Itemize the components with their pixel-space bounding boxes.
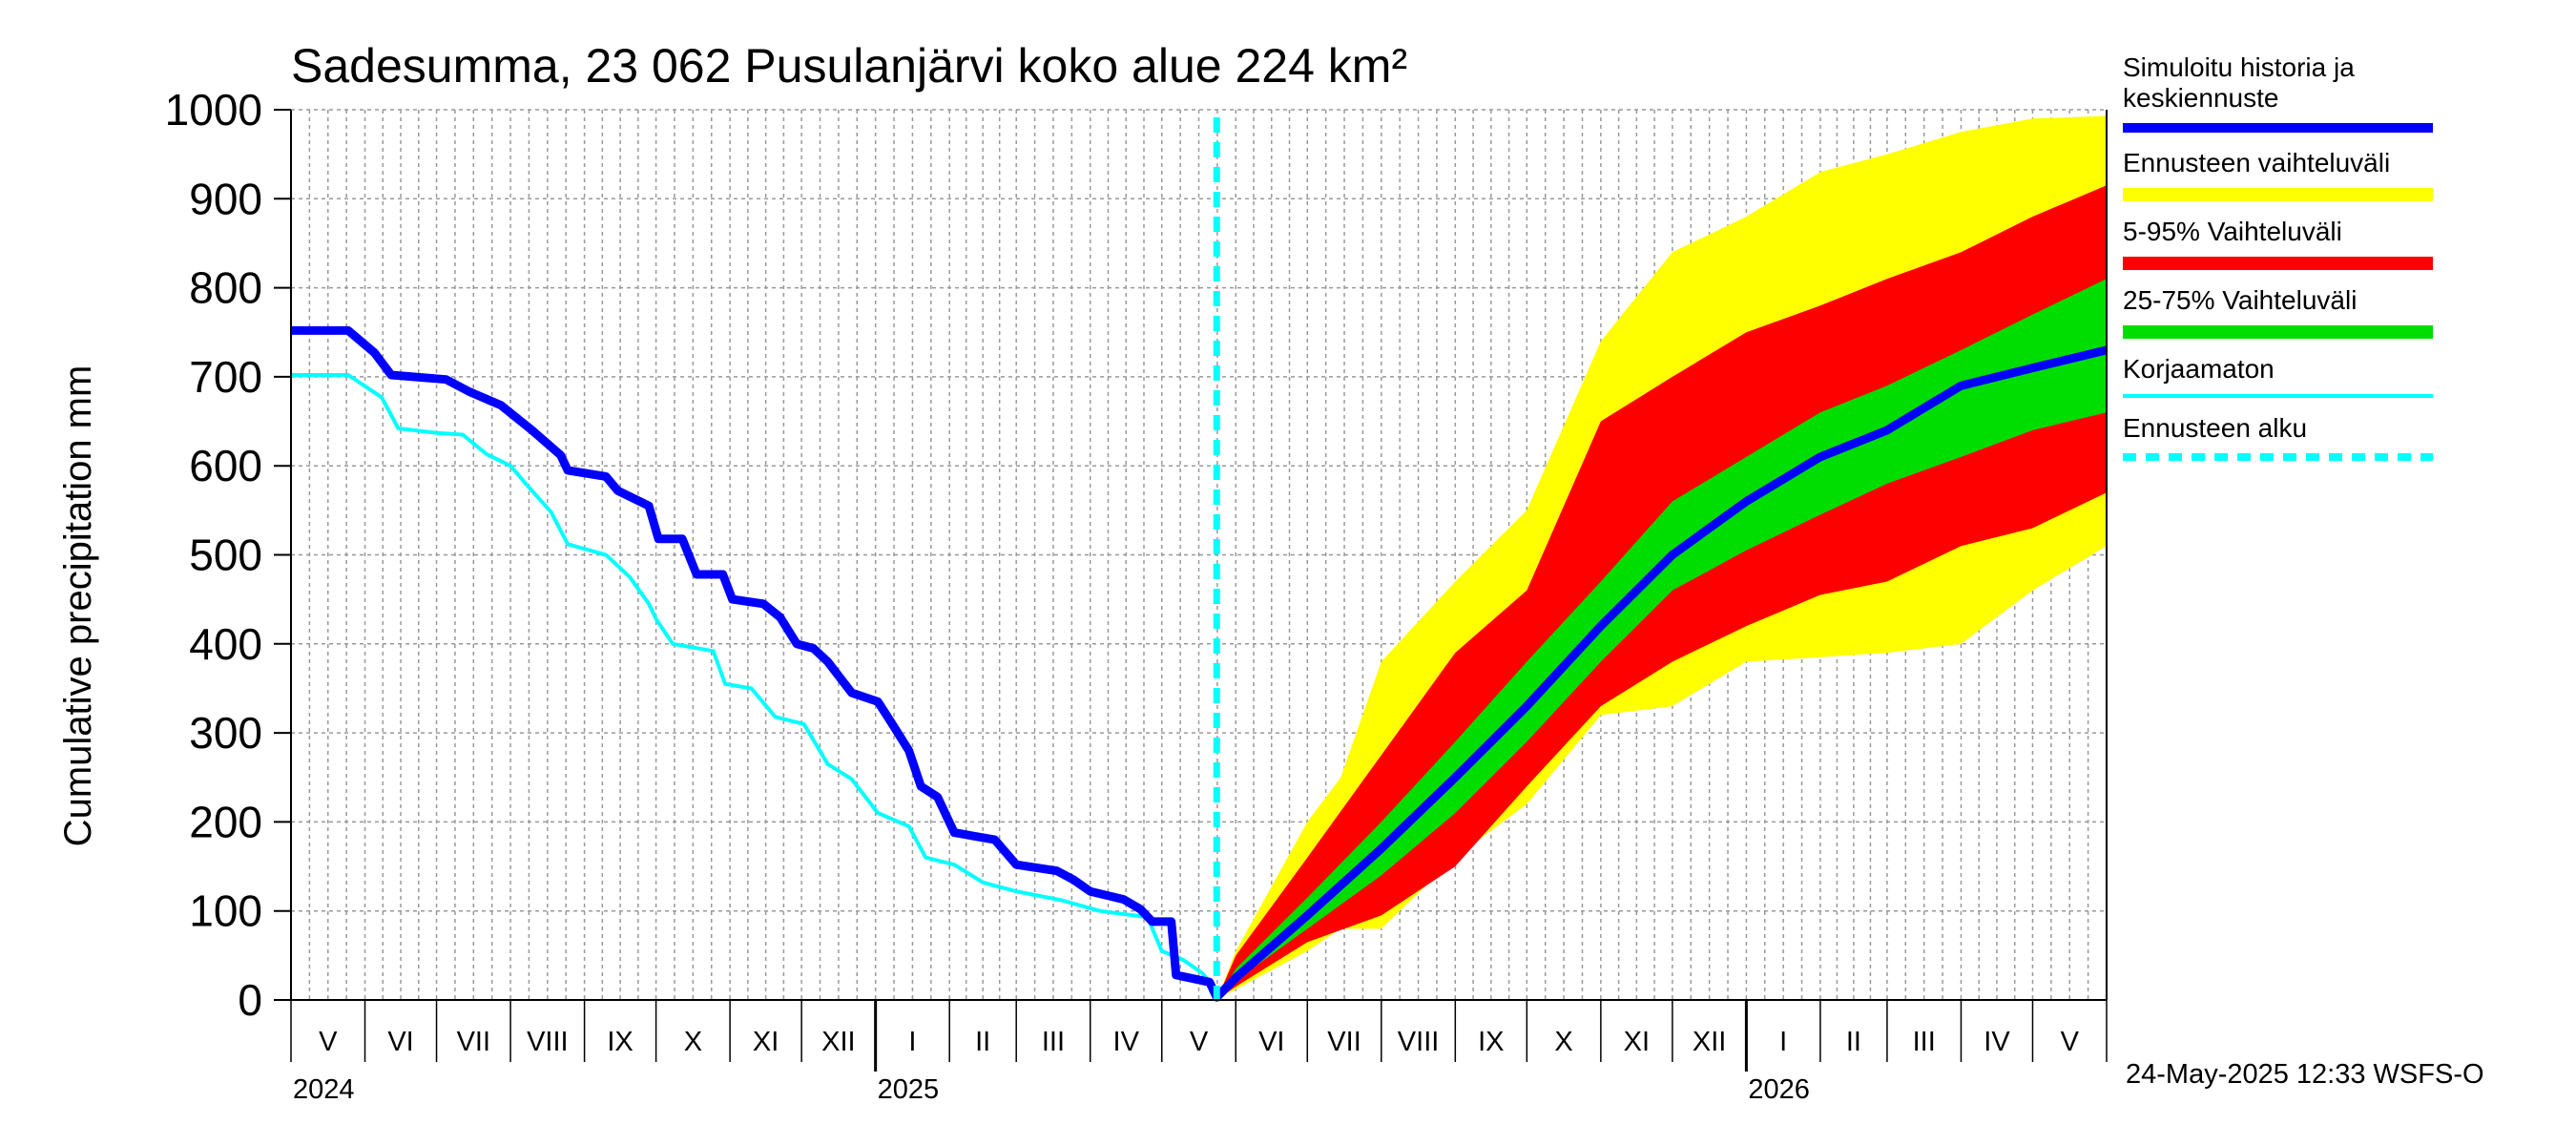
- month-label: I: [1779, 1027, 1787, 1057]
- month-label: XI: [753, 1027, 779, 1057]
- month-label: XI: [1624, 1027, 1650, 1057]
- month-label: X: [1554, 1027, 1572, 1057]
- legend-label: Ennusteen alku: [2123, 413, 2308, 443]
- legend: Simuloitu historia ja keskiennuste Ennus…: [2123, 52, 2438, 476]
- series-lines: [291, 117, 2109, 1002]
- month-label: I: [908, 1027, 916, 1057]
- legend-swatch: [2123, 394, 2433, 398]
- legend-label: Ennusteen vaihteluväli: [2123, 148, 2391, 177]
- legend-item-forecast-range: Ennusteen vaihteluväli: [2123, 148, 2438, 201]
- legend-swatch: [2123, 257, 2433, 270]
- month-label: V: [1190, 1027, 1209, 1057]
- month-label: IX: [607, 1027, 633, 1057]
- month-label: IV: [1984, 1027, 2010, 1057]
- month-label: IV: [1113, 1027, 1140, 1057]
- month-label: VII: [1327, 1027, 1361, 1057]
- month-label: VIII: [527, 1027, 569, 1057]
- month-label: V: [2061, 1027, 2080, 1057]
- y-tick-label: 300: [189, 708, 262, 758]
- y-tick-label: 900: [189, 174, 262, 223]
- y-tick-label: 700: [189, 352, 262, 402]
- legend-item-history: Simuloitu historia ja keskiennuste: [2123, 52, 2438, 133]
- y-tick-label: 200: [189, 797, 262, 846]
- timestamp: 24-May-2025 12:33 WSFS-O: [2126, 1059, 2484, 1090]
- month-label: IX: [1478, 1027, 1504, 1057]
- month-label: V: [319, 1027, 338, 1057]
- y-tick-label: 1000: [165, 85, 262, 135]
- month-label: III: [1913, 1027, 1936, 1057]
- y-axis-label: Cumulative precipitation mm: [57, 365, 99, 847]
- y-tick-label: 600: [189, 441, 262, 490]
- history-and-median-line: [291, 325, 2109, 1002]
- legend-item-forecast-start: Ennusteen alku: [2123, 413, 2438, 461]
- axes: [274, 109, 2108, 1072]
- legend-item-25-75: 25-75% Vaihteluväli: [2123, 285, 2438, 339]
- y-tick-labels: 0 100 200 300 400 500 600 700 800 900 1000: [165, 85, 262, 1025]
- y-tick-label: 0: [238, 975, 262, 1025]
- month-label: XII: [1693, 1027, 1726, 1057]
- y-tick-label: 500: [189, 531, 262, 580]
- month-label: VIII: [1398, 1027, 1440, 1057]
- forecast-bands: [1216, 115, 2107, 1001]
- month-label: VII: [457, 1027, 490, 1057]
- month-label: X: [684, 1027, 702, 1057]
- legend-swatch: [2123, 325, 2433, 339]
- y-tick-label: 100: [189, 886, 262, 936]
- uncorrected-line: [291, 373, 1218, 992]
- y-tick-label: 800: [189, 263, 262, 313]
- year-label: 2025: [878, 1074, 940, 1105]
- month-label: VI: [1258, 1027, 1284, 1057]
- year-label: 2024: [293, 1074, 355, 1105]
- band-2: [1216, 279, 2107, 1000]
- legend-swatch: [2123, 453, 2433, 461]
- month-label: II: [975, 1027, 990, 1057]
- y-tick-label: 400: [189, 619, 262, 669]
- month-label: III: [1042, 1027, 1065, 1057]
- month-label: XII: [821, 1027, 855, 1057]
- month-label: VI: [387, 1027, 413, 1057]
- month-label: II: [1846, 1027, 1861, 1057]
- legend-label: Simuloitu historia ja keskiennuste: [2123, 52, 2355, 113]
- year-label: 2026: [1748, 1074, 1810, 1105]
- chart-title: Sadesumma, 23 062 Pusulanjärvi koko alue…: [291, 39, 1407, 93]
- legend-label: Korjaamaton: [2123, 354, 2275, 384]
- legend-label: 5-95% Vaihteluväli: [2123, 217, 2342, 246]
- x-tick-labels: V VI VII VIII IX X XI XII I II III IV V VI VII VIII IX X X…: [293, 1027, 2080, 1105]
- legend-item-uncorrected: Korjaamaton: [2123, 354, 2438, 398]
- legend-label: 25-75% Vaihteluväli: [2123, 285, 2358, 315]
- legend-swatch: [2123, 188, 2433, 201]
- legend-item-5-95: 5-95% Vaihteluväli: [2123, 217, 2438, 270]
- legend-swatch: [2123, 123, 2433, 133]
